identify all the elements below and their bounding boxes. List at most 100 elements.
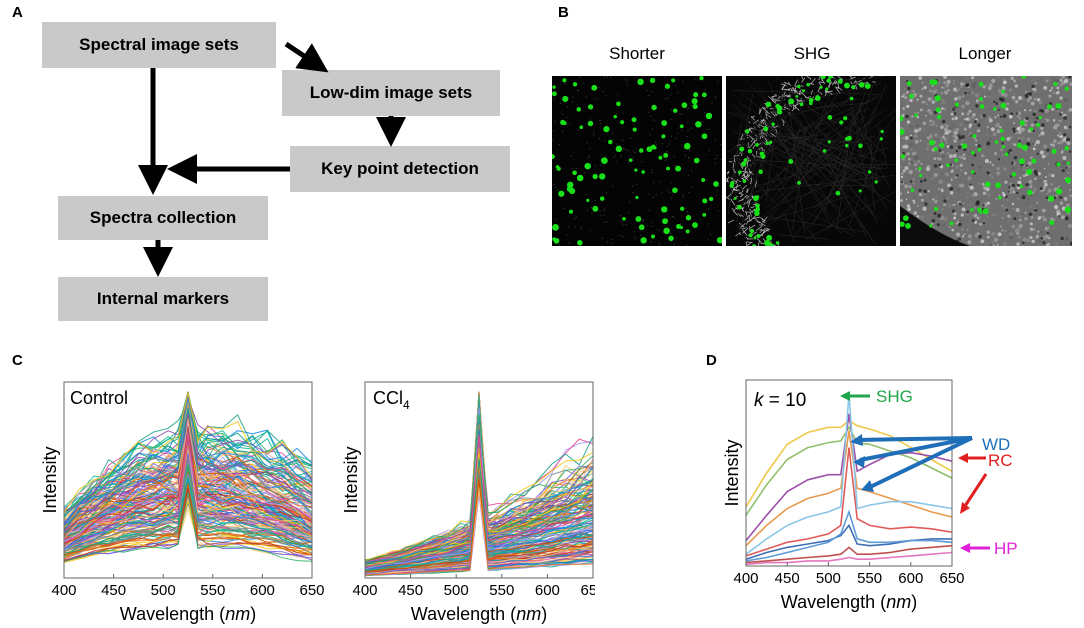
spectrum-line	[63, 426, 313, 545]
keypoint	[1021, 76, 1027, 79]
keypoint	[835, 190, 841, 196]
wd-arrow	[859, 436, 973, 462]
keypoint	[586, 198, 590, 202]
keypoint	[1064, 86, 1069, 91]
keypoint	[622, 217, 626, 221]
keypoint	[1053, 82, 1058, 87]
keypoint	[1055, 188, 1063, 195]
keypoint	[900, 115, 904, 122]
keypoint	[1000, 136, 1005, 141]
keypoint	[906, 81, 912, 86]
keypoint	[1016, 142, 1023, 148]
keypoint	[599, 196, 605, 201]
keypoint	[1064, 206, 1072, 213]
k-label: k = 10	[754, 390, 806, 411]
spectrum-line	[63, 479, 313, 549]
keypoint	[637, 78, 644, 86]
keypoint	[702, 212, 707, 217]
keypoint	[934, 95, 941, 102]
keypoint	[765, 141, 770, 146]
panel-label-d: D	[706, 352, 717, 369]
keypoint	[935, 107, 941, 113]
spectrum-line	[63, 507, 313, 560]
keypoint	[672, 108, 678, 113]
x-tick-label: 650	[580, 582, 595, 599]
keypoint	[1055, 102, 1062, 110]
keypoint	[632, 127, 637, 132]
keypoint	[954, 158, 959, 163]
panel-label-b: B	[558, 4, 569, 21]
keypoint	[753, 195, 759, 202]
keypoint	[764, 239, 771, 246]
spectrum-line	[63, 491, 313, 562]
keypoint	[827, 115, 833, 120]
keypoint	[970, 208, 974, 212]
keypoint	[978, 81, 984, 87]
keypoint	[939, 142, 945, 148]
keypoint	[766, 234, 773, 241]
x-tick-label: 550	[200, 582, 225, 599]
keypoint	[649, 77, 656, 84]
spectrum-line	[63, 392, 313, 513]
keypoint	[806, 82, 811, 87]
keypoint	[910, 188, 915, 192]
keypoint	[819, 85, 823, 89]
keypoint	[994, 140, 999, 144]
arrow-spectral-to-lowdim	[284, 41, 329, 73]
spectrum-line	[63, 391, 313, 516]
keypoint	[843, 82, 850, 89]
keypoint	[808, 101, 813, 106]
keypoint	[1031, 158, 1037, 164]
spectra-collection-box: Spectra collection	[58, 196, 268, 240]
keypoint	[826, 78, 832, 83]
spectrum-line	[63, 488, 313, 562]
keypoint	[562, 95, 569, 102]
keypoint	[634, 168, 638, 172]
keypoint	[685, 215, 692, 221]
keypoint	[620, 120, 625, 125]
keypoint	[902, 215, 909, 221]
spectrum-line	[364, 424, 594, 564]
keypoint	[737, 204, 742, 210]
keypoint	[753, 236, 757, 240]
x-tick-label: 650	[299, 582, 324, 599]
keypoint	[692, 222, 698, 228]
keypoint	[716, 236, 722, 244]
keypoint	[562, 78, 567, 83]
keypoint	[661, 206, 668, 213]
keypoint	[676, 223, 682, 230]
keypoint	[1000, 102, 1007, 109]
keypoint	[552, 154, 555, 160]
keypoint	[802, 89, 805, 93]
spectrum-line	[63, 483, 313, 556]
keypoint	[900, 129, 905, 135]
keypoint	[695, 121, 702, 128]
keypoint	[1047, 104, 1052, 110]
cluster-spectrum-s5	[745, 447, 953, 557]
rc-arrow	[963, 473, 988, 507]
keypoint	[577, 240, 583, 246]
keypoint	[603, 126, 610, 133]
spectrum-line	[63, 452, 313, 550]
spectrum-line	[63, 412, 313, 525]
shg-image	[726, 76, 896, 246]
keypoint	[754, 210, 760, 217]
shorter-title: Shorter	[609, 44, 665, 63]
keypoint	[982, 208, 989, 215]
keypoint	[879, 137, 883, 141]
keypoint	[662, 218, 668, 225]
shg-annotation: SHG	[876, 387, 913, 406]
keypoint	[576, 107, 582, 112]
spectrum-line	[364, 434, 594, 568]
keypoint	[867, 170, 872, 174]
keypoint	[874, 180, 878, 184]
keypoint	[701, 92, 707, 98]
keypoint	[949, 221, 954, 226]
keypoint	[934, 206, 938, 211]
keypoint	[827, 140, 831, 144]
keypoint	[558, 190, 565, 197]
keypoint	[684, 142, 691, 150]
keypoint	[768, 140, 773, 144]
keypoint	[552, 85, 556, 89]
x-tick-label: 400	[352, 582, 377, 599]
